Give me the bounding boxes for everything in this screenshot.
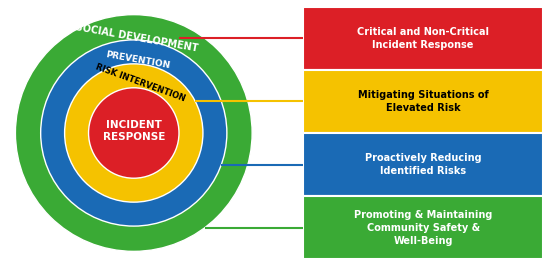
Bar [303,196,543,259]
Bar [303,7,543,70]
Text: Proactively Reducing
Identified Risks: Proactively Reducing Identified Risks [365,153,482,176]
Text: RISK INTERVENTION: RISK INTERVENTION [94,63,186,104]
Ellipse shape [40,40,227,226]
Text: Critical and Non-Critical
Incident Response: Critical and Non-Critical Incident Respo… [357,27,489,50]
Bar [303,133,543,196]
Bar [303,70,543,133]
Ellipse shape [64,64,203,202]
Ellipse shape [88,88,179,178]
Text: PREVENTION: PREVENTION [105,50,171,70]
Text: Promoting & Maintaining
Community Safety &
Well-Being: Promoting & Maintaining Community Safety… [354,210,492,246]
Text: Mitigating Situations of
Elevated Risk: Mitigating Situations of Elevated Risk [358,90,489,113]
Text: INCIDENT
RESPONSE: INCIDENT RESPONSE [103,119,165,142]
Text: SOCIAL DEVELOPMENT: SOCIAL DEVELOPMENT [74,23,199,54]
Ellipse shape [15,15,252,251]
